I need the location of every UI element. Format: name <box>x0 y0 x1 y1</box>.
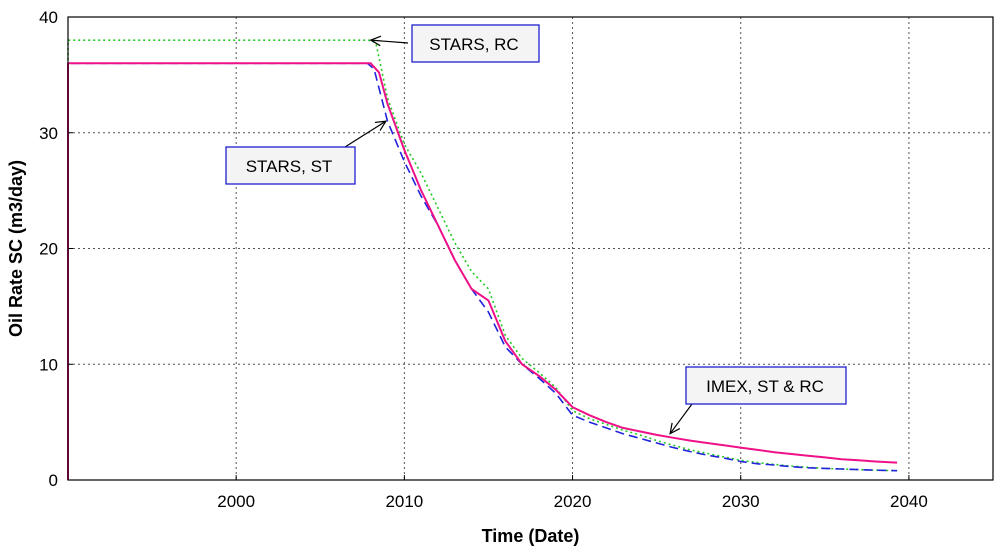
series-line-stars-rc <box>67 39 898 480</box>
annotation: IMEX, ST & RC <box>669 366 847 435</box>
annotation: STARS, ST <box>225 120 388 185</box>
annotation-arrow <box>344 120 387 148</box>
y-tick-label: 30 <box>39 124 58 143</box>
y-axis-title: Oil Rate SC (m3/day) <box>6 160 26 337</box>
y-tick-label: 10 <box>39 355 58 374</box>
series-layer <box>67 39 898 480</box>
arrow-head-icon <box>369 35 382 47</box>
annotation-label: STARS, ST <box>246 157 333 176</box>
y-tick-label: 0 <box>49 471 58 490</box>
annotation-label: IMEX, ST & RC <box>706 377 824 396</box>
arrow-head-icon <box>374 120 388 131</box>
y-tick-label: 40 <box>39 8 58 27</box>
annotation-arrow <box>669 403 693 435</box>
annotation-label: STARS, RC <box>429 35 518 54</box>
annotation-box <box>225 146 356 185</box>
x-tick-label: 2030 <box>722 492 760 511</box>
y-tick-label: 20 <box>39 240 58 259</box>
arrow-head-icon <box>669 422 681 435</box>
annotation-arrow <box>370 39 409 44</box>
x-tick-label: 2040 <box>890 492 928 511</box>
series-line-stars-st <box>67 62 898 480</box>
annotation-box <box>685 366 847 405</box>
annotations: STARS, RC STARS, ST IMEX, ST & RC <box>225 24 847 435</box>
series-line-imex-st-rc <box>67 62 898 480</box>
x-axis-title: Time (Date) <box>482 526 580 546</box>
x-tick-label: 2010 <box>385 492 423 511</box>
annotation: STARS, RC <box>369 24 540 63</box>
annotation-box <box>411 24 540 63</box>
x-tick-label: 2020 <box>554 492 592 511</box>
grid <box>68 17 993 480</box>
x-tick-label: 2000 <box>217 492 255 511</box>
